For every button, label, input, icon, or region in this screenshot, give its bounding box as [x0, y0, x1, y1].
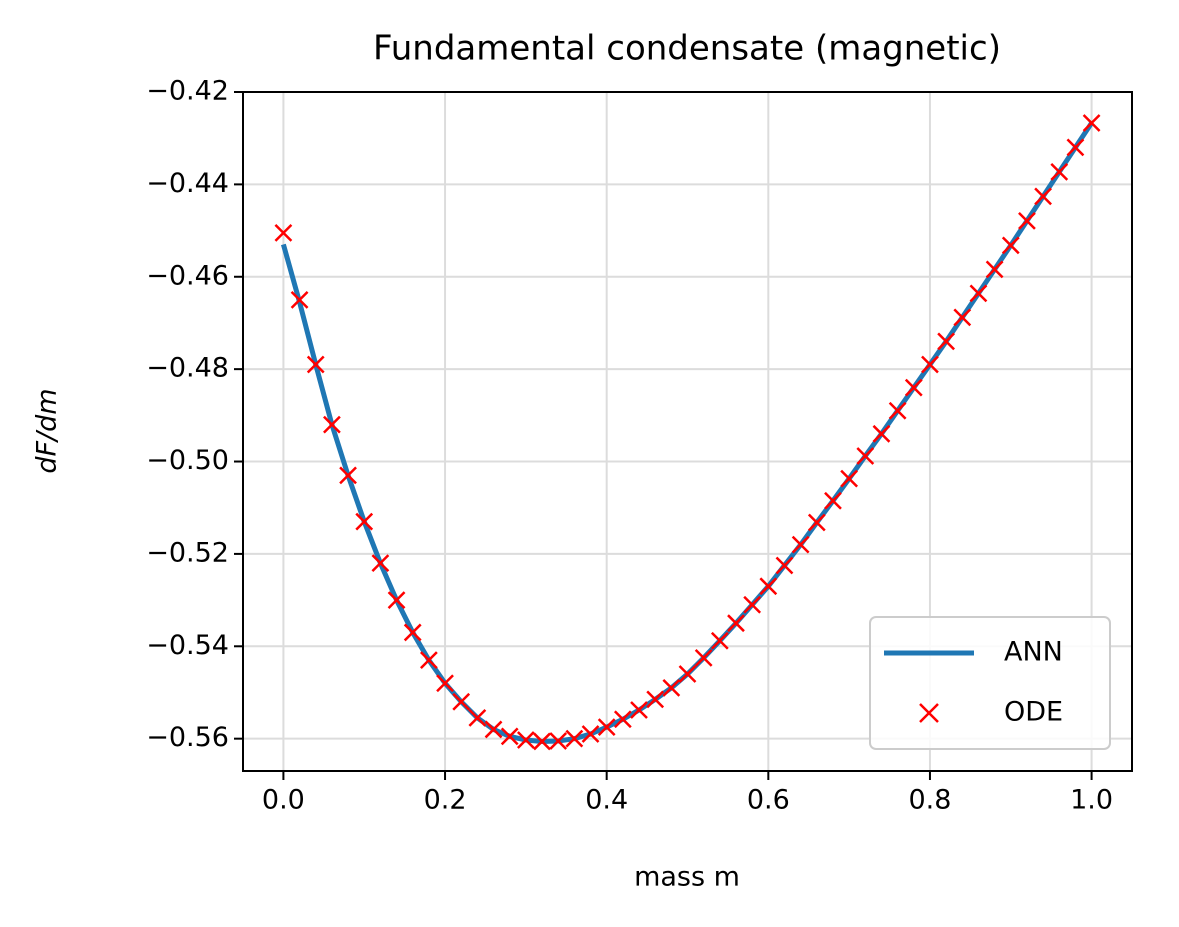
marker: [436, 674, 454, 693]
marker: [1018, 211, 1036, 230]
marker: [727, 614, 745, 633]
marker: [500, 727, 519, 746]
marker: [1066, 138, 1085, 157]
x-axis-label: mass m: [634, 862, 740, 893]
marker: [1034, 187, 1052, 206]
marker: [710, 631, 729, 650]
marker: [953, 308, 972, 327]
marker: [597, 718, 616, 737]
x-tick-label: 0.6: [747, 785, 790, 816]
marker: [646, 690, 665, 709]
marker: [516, 731, 535, 749]
marker: [371, 554, 390, 573]
marker: [937, 332, 956, 351]
marker: [985, 260, 1004, 279]
marker: [549, 732, 568, 750]
marker: [1050, 163, 1069, 181]
marker: [630, 701, 648, 719]
y-tick-label: −0.52: [146, 537, 229, 568]
marker: [403, 623, 422, 642]
marker: [1082, 114, 1101, 132]
x-tick-label: 0.0: [262, 785, 305, 816]
marker: [969, 284, 988, 303]
x-tick-label: 0.8: [908, 785, 951, 816]
marker: [807, 513, 826, 532]
y-tick-label: −0.46: [146, 260, 229, 291]
legend-box: [869, 616, 1111, 750]
marker: [306, 355, 325, 374]
marker: [759, 577, 778, 596]
marker: [484, 720, 503, 739]
legend-label: ODE: [1004, 697, 1063, 728]
marker: [872, 424, 891, 443]
marker: [468, 708, 487, 727]
y-tick-label: −0.48: [146, 353, 229, 384]
marker: [888, 401, 907, 420]
marker: [323, 415, 341, 434]
marker: [775, 556, 794, 575]
marker: [791, 535, 810, 554]
marker: [581, 725, 600, 743]
marker: [419, 651, 438, 670]
y-axis-label: dF/dm: [32, 388, 63, 473]
marker: [662, 678, 681, 697]
y-tick-label: −0.44: [146, 168, 229, 199]
marker: [1001, 236, 1020, 255]
y-tick-label: −0.42: [146, 76, 229, 107]
marker: [743, 595, 762, 614]
marker: [824, 491, 842, 510]
marker: [290, 290, 309, 309]
x-tick-label: 1.0: [1070, 785, 1113, 816]
marker: [856, 447, 875, 465]
x-tick-label: 0.2: [424, 785, 467, 816]
marker: [387, 591, 406, 609]
marker: [921, 355, 939, 374]
marker: [694, 648, 713, 667]
x-tick-label: 0.4: [585, 785, 628, 816]
marker: [613, 710, 632, 729]
marker: [678, 665, 697, 683]
marker: [355, 512, 374, 531]
marker: [904, 378, 923, 397]
marker: [840, 469, 859, 488]
chart-title: Fundamental condensate (magnetic): [373, 29, 1001, 69]
marker: [274, 223, 293, 242]
marker: [565, 729, 584, 748]
legend-swatch: [919, 703, 939, 723]
marker: [533, 732, 551, 751]
y-tick-label: −0.54: [146, 630, 229, 661]
marker: [339, 466, 357, 485]
y-tick-label: −0.50: [146, 445, 229, 476]
marker: [452, 692, 471, 711]
legend-label: ANN: [1004, 637, 1063, 668]
plot-frame: [242, 91, 1133, 772]
y-tick-label: −0.56: [146, 722, 229, 753]
